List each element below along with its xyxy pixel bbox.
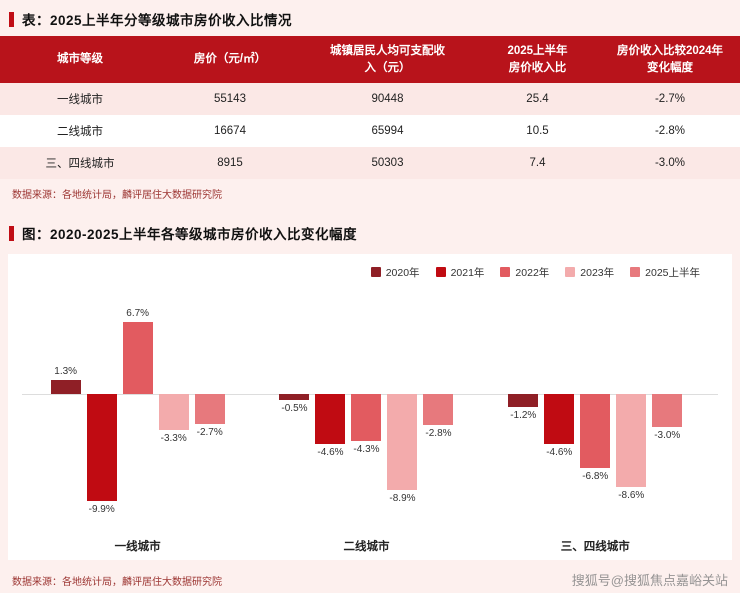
- table-cell: 50303: [371, 157, 404, 170]
- table-cell: 三、四线城市: [45, 158, 115, 171]
- bar-value-label: -6.8%: [582, 470, 609, 482]
- table-cell: -2.8%: [654, 125, 686, 138]
- table-header-cell: 城市等级: [0, 36, 160, 84]
- bar-value-label: -9.9%: [88, 504, 115, 516]
- table-cell: 10.5: [526, 125, 549, 138]
- title-accent-bar: [9, 225, 14, 241]
- category-label: 二线城市: [343, 541, 390, 554]
- legend-item: 2021年: [435, 265, 485, 280]
- bar-value-label: -3.3%: [160, 432, 187, 444]
- chart-title: 图：2020-2025上半年各等级城市房价收入比变化幅度: [22, 227, 358, 243]
- table-cell: 16674: [214, 125, 246, 138]
- table-row: 二线城市 16674 65994 10.5 -2.8%: [0, 115, 740, 148]
- bar-2023年-二线城市: [387, 394, 418, 491]
- price-income-table: 城市等级 房价（元/㎡） 城镇居民人均可支配收 入（元） 2025上半年 房价收…: [0, 36, 740, 180]
- legend-item: 2023年: [565, 265, 614, 280]
- table-header-cell: 城镇居民人均可支配收 入（元）: [300, 36, 475, 84]
- bar-2022年-二线城市: [351, 394, 382, 441]
- legend-item: 2022年: [500, 265, 549, 280]
- table-cell: 8915: [217, 157, 243, 170]
- legend-swatch: [500, 267, 511, 278]
- table-cell: 二线城市: [57, 126, 103, 139]
- chart-category-labels: 一线城市 二线城市 三、四线城市: [18, 538, 722, 556]
- bar-2022年-三、四线城市: [580, 394, 611, 468]
- watermark: 搜狐号@搜狐焦点嘉峪关站: [571, 573, 728, 589]
- table-source-note: 数据来源：各地统计局，麟评居住大数据研究院: [12, 190, 222, 202]
- bar-2021年-三、四线城市: [544, 394, 575, 445]
- bar-value-label: 1.3%: [54, 366, 78, 378]
- category-label: 三、四线城市: [560, 541, 630, 554]
- bar-value-label: -2.7%: [196, 426, 223, 438]
- bar-2022年-一线城市: [122, 321, 153, 395]
- table-cell: 65994: [371, 125, 404, 138]
- legend-label: 2020年: [385, 266, 420, 279]
- table-title-bar: 表：2025上半年分等级城市房价收入比情况: [0, 0, 740, 36]
- legend-label: 2022年: [515, 266, 550, 279]
- footer: 数据来源：各地统计局，麟评居住大数据研究院 搜狐号@搜狐焦点嘉峪关站: [0, 560, 740, 593]
- table-title: 表：2025上半年分等级城市房价收入比情况: [22, 13, 293, 28]
- table-header-cell: 房价（元/㎡）: [160, 36, 300, 84]
- legend-item: 2020年: [370, 265, 420, 280]
- legend-swatch: [565, 267, 576, 278]
- bar-2025上半年-三、四线城市: [652, 394, 683, 427]
- bar-2020年-二线城市: [279, 394, 310, 400]
- chart-title-bar: 图：2020-2025上半年各等级城市房价收入比变化幅度: [0, 214, 740, 250]
- legend-swatch: [370, 267, 381, 278]
- table-cell: 90448: [371, 93, 404, 106]
- table-cell: 7.4: [529, 157, 546, 170]
- bar-value-label: -3.0%: [654, 429, 681, 441]
- category-label: 一线城市: [114, 541, 161, 554]
- bar-value-label: -4.6%: [546, 447, 573, 459]
- legend-label: 2021年: [450, 266, 485, 279]
- bar-2021年-一线城市: [86, 394, 117, 502]
- bar-2021年-二线城市: [315, 394, 346, 445]
- table-header-row: 城市等级 房价（元/㎡） 城镇居民人均可支配收 入（元） 2025上半年 房价收…: [0, 36, 740, 84]
- bar-2025上半年-二线城市: [423, 394, 454, 425]
- bar-value-label: -8.9%: [389, 493, 416, 505]
- table-cell: -2.7%: [654, 93, 686, 106]
- chart-plot: 1.3% -9.9% 6.7% -3.3% -2.7% -0.5% -4.6% -4.3% -8…: [18, 288, 722, 534]
- legend-label: 2025上半年: [645, 266, 700, 279]
- bar-2023年-一线城市: [158, 394, 189, 430]
- table-header-cell: 2025上半年 房价收入比: [475, 36, 600, 84]
- table-cell: 55143: [214, 93, 246, 106]
- bar-value-label: 6.7%: [126, 307, 150, 319]
- title-accent-bar: [9, 11, 14, 27]
- bar-value-label: -1.2%: [510, 410, 537, 422]
- table-row: 三、四线城市 8915 50303 7.4 -3.0%: [0, 147, 740, 180]
- chart-panel: 2020年 2021年 2022年 2023年 2025上半年 1.3% -9.9% 6.7…: [8, 254, 732, 561]
- bar-2023年-三、四线城市: [616, 394, 647, 488]
- legend-label: 2023年: [580, 266, 615, 279]
- legend-item: 2025上半年: [630, 265, 700, 280]
- chart-legend: 2020年 2021年 2022年 2023年 2025上半年: [18, 264, 722, 280]
- bar-value-label: -4.6%: [317, 447, 344, 459]
- bar-2020年-一线城市: [50, 380, 81, 395]
- bar-2025上半年-一线城市: [194, 394, 225, 424]
- bar-value-label: -2.8%: [425, 427, 452, 439]
- chart-source-note: 数据来源：各地统计局，麟评居住大数据研究院: [12, 577, 222, 589]
- table-cell: 25.4: [526, 93, 549, 106]
- legend-swatch: [435, 267, 446, 278]
- bar-value-label: -0.5%: [281, 402, 308, 414]
- bar-value-label: -8.6%: [618, 490, 645, 502]
- table-header-cell: 房价收入比较2024年 变化幅度: [600, 36, 740, 84]
- legend-swatch: [630, 267, 641, 278]
- bar-2020年-三、四线城市: [508, 394, 539, 408]
- table-cell: -3.0%: [654, 157, 686, 170]
- table-row: 一线城市 55143 90448 25.4 -2.7%: [0, 83, 740, 116]
- bar-value-label: -4.3%: [353, 443, 380, 455]
- table-cell: 一线城市: [57, 94, 103, 107]
